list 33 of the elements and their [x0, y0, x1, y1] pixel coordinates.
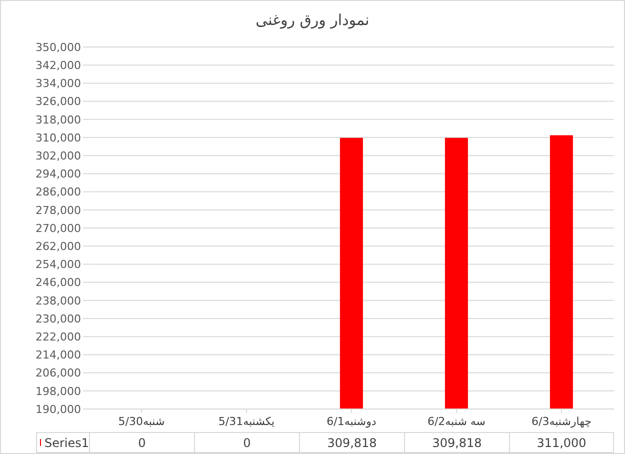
y-tick-label: 230,000: [36, 312, 81, 326]
x-tick-label: یکشنبه5/31: [218, 415, 275, 428]
y-tick-label: 214,000: [36, 348, 81, 362]
y-tick-label: 350,000: [36, 40, 81, 54]
text: 0: [243, 436, 251, 450]
y-tick-label: 286,000: [36, 186, 81, 199]
y-tick-label: 222,000: [36, 330, 81, 344]
x-tick-label: سه شنبه6/2: [427, 415, 486, 428]
x-tick-label: دوشنبه6/1: [326, 415, 376, 428]
data-label: 309,818: [299, 432, 404, 453]
data-label: 311,000: [509, 432, 614, 453]
chart-title: نمودار ورق روغنی: [254, 11, 370, 29]
y-tick-label: 302,000: [36, 150, 81, 163]
y-tick-label: 262,000: [36, 240, 81, 254]
data-label: 309,818: [404, 432, 509, 453]
y-tick-label: 294,000: [36, 168, 81, 181]
y-tick-label: 190,000: [36, 402, 81, 416]
y-tick-label: 326,000: [36, 95, 81, 108]
y-tick-label: 334,000: [36, 77, 81, 90]
x-tick-label: چهارشنبه6/3: [532, 415, 592, 428]
y-tick-label: 246,000: [36, 276, 81, 290]
y-tick-label: 318,000: [36, 113, 81, 126]
y-tick-label: 270,000: [36, 222, 81, 235]
y-tick-label: 206,000: [36, 366, 81, 380]
text: 0: [138, 436, 146, 450]
y-tick-label: 278,000: [36, 204, 81, 217]
y-tick-label: 254,000: [36, 258, 81, 272]
y-tick-label: 342,000: [36, 59, 81, 72]
y-tick-label: 198,000: [36, 384, 81, 398]
x-tick-label: شنبه5/30: [118, 415, 165, 428]
y-tick-label: 310,000: [36, 131, 81, 144]
legend-label: Series1: [44, 436, 89, 450]
y-tick-label: 238,000: [36, 294, 81, 308]
